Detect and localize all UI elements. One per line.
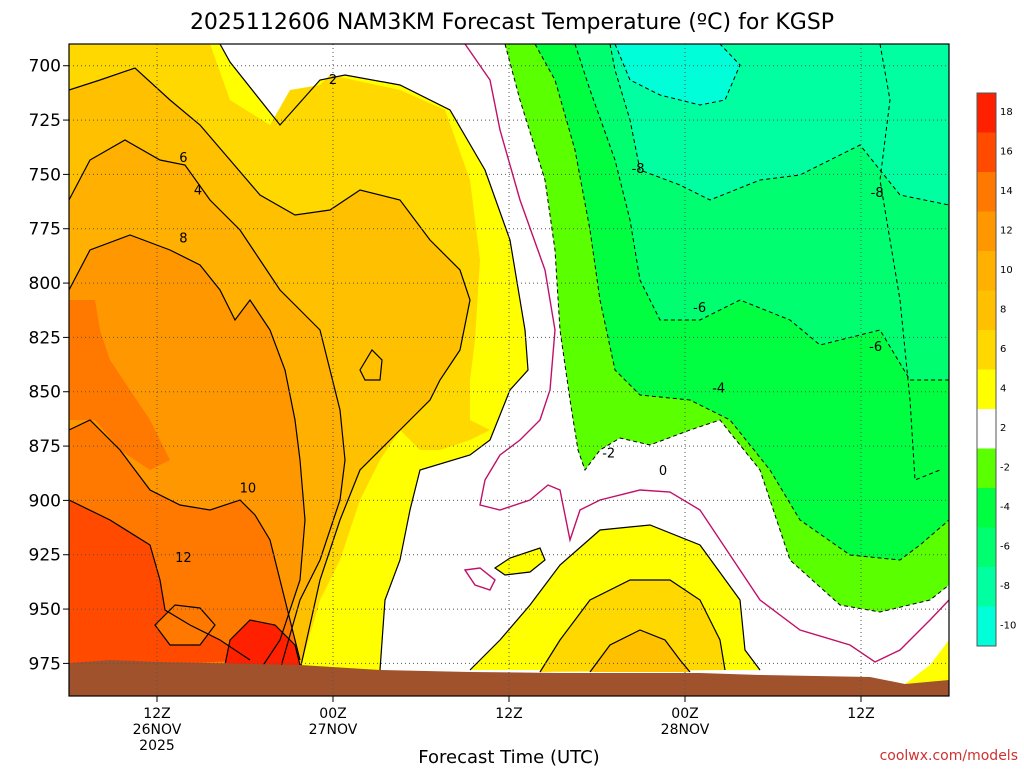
colorbar-label: 8 xyxy=(1000,304,1006,315)
band-plus-14 xyxy=(69,500,250,670)
x-tick-label: 12Z xyxy=(847,706,874,722)
band-plus-4-lower xyxy=(540,580,725,672)
colorbar-swatch xyxy=(977,409,996,449)
contour-labels: 2 4 6 8 10 12 0 -2 -4 -6 -6 -8 -8 xyxy=(175,73,883,566)
x-tick-label: 12Z xyxy=(143,706,170,722)
colorbar-label: -2 xyxy=(1000,462,1010,473)
colorbar-swatch xyxy=(977,567,996,607)
chart-title: 2025112606 NAM3KM Forecast Temperature (… xyxy=(190,10,834,35)
contour-label: -6 xyxy=(693,301,706,316)
x-tick-label: 28NOV xyxy=(661,722,710,738)
y-tick-label: 825 xyxy=(29,328,61,348)
contour-label: -8 xyxy=(871,186,884,201)
y-tick-label: 975 xyxy=(29,654,61,674)
colorbar-swatch xyxy=(977,211,996,251)
x-tick-label: 26NOV xyxy=(133,722,182,738)
contour-label: 0 xyxy=(659,464,667,479)
contour-label: 2 xyxy=(329,73,337,88)
colorbar-label: 16 xyxy=(1000,146,1013,157)
band-plus-2-patch xyxy=(495,548,545,575)
y-tick-label: 700 xyxy=(29,57,61,77)
contour-label: -4 xyxy=(712,381,725,396)
y-tick-label: 725 xyxy=(29,111,61,131)
x-axis-label: Forecast Time (UTC) xyxy=(418,747,599,768)
y-tick-label: 925 xyxy=(29,546,61,566)
colorbar-label: -8 xyxy=(1000,581,1010,592)
colorbar-swatch xyxy=(977,488,996,528)
x-tick-label: 00Z xyxy=(671,706,698,722)
contour-label: -2 xyxy=(602,447,615,462)
contour-label: 12 xyxy=(175,551,192,566)
colorbar-swatch xyxy=(977,330,996,370)
colorbar-swatch xyxy=(977,172,996,212)
x-tick-label: 2025 xyxy=(139,738,175,754)
contour-label: 10 xyxy=(240,481,257,496)
colorbar-label: 6 xyxy=(1000,344,1006,355)
colorbar-swatch xyxy=(977,93,996,133)
band-plus-12-upper xyxy=(69,300,170,470)
negative-contours xyxy=(504,44,949,613)
colorbar-label: 4 xyxy=(1000,383,1006,394)
contour-label: 4 xyxy=(194,184,202,199)
colorbar-swatch xyxy=(977,448,996,488)
y-tick-label: 950 xyxy=(29,600,61,620)
contour-label: -6 xyxy=(869,340,882,355)
positive-contours xyxy=(69,44,761,673)
colorbar-label: 18 xyxy=(1000,107,1013,118)
colorbar-swatch xyxy=(977,290,996,330)
colorbar-label: -10 xyxy=(1000,620,1016,631)
colorbar-label: 10 xyxy=(1000,265,1013,276)
credit-text[interactable]: coolwx.com/models xyxy=(880,748,1018,764)
y-tick-label: 750 xyxy=(29,165,61,185)
contour-label: -8 xyxy=(632,162,645,177)
colorbar-swatch xyxy=(977,527,996,567)
colorbar-label: 12 xyxy=(1000,225,1013,236)
colorbar-swatch xyxy=(977,132,996,172)
temperature-shading xyxy=(69,44,949,696)
y-tick-label: 775 xyxy=(29,220,61,240)
y-tick-label: 875 xyxy=(29,437,61,457)
colorbar: 18 16 14 12 10 8 6 4 2 -2 -4 -6 -8 -10 xyxy=(976,92,1016,647)
contour-label: 6 xyxy=(179,151,187,166)
x-tick-label: 27NOV xyxy=(309,722,358,738)
y-tick-label: 850 xyxy=(29,383,61,403)
colorbar-label: -4 xyxy=(1000,502,1010,513)
x-tick-label: 12Z xyxy=(495,706,522,722)
colorbar-swatch xyxy=(977,369,996,409)
terrain xyxy=(69,660,949,696)
band-minus-10 xyxy=(615,44,740,105)
y-tick-label: 900 xyxy=(29,491,61,511)
colorbar-label: 2 xyxy=(1000,423,1006,434)
grid xyxy=(69,44,949,696)
y-tick-label: 800 xyxy=(29,274,61,294)
band-plus-12-blob xyxy=(155,605,215,645)
y-axis: 700 725 750 775 800 825 850 875 900 925 950 975 xyxy=(29,57,69,674)
colorbar-frame xyxy=(976,92,997,647)
colorbar-label: -6 xyxy=(1000,541,1010,552)
colorbar-swatch xyxy=(977,251,996,291)
contour-label: 8 xyxy=(179,231,187,246)
x-tick-label: 00Z xyxy=(319,706,346,722)
band-plus-2-corner xyxy=(905,640,949,690)
colorbar-swatch xyxy=(977,606,996,646)
zero-contour xyxy=(463,44,949,663)
colorbar-label: 14 xyxy=(1000,186,1013,197)
